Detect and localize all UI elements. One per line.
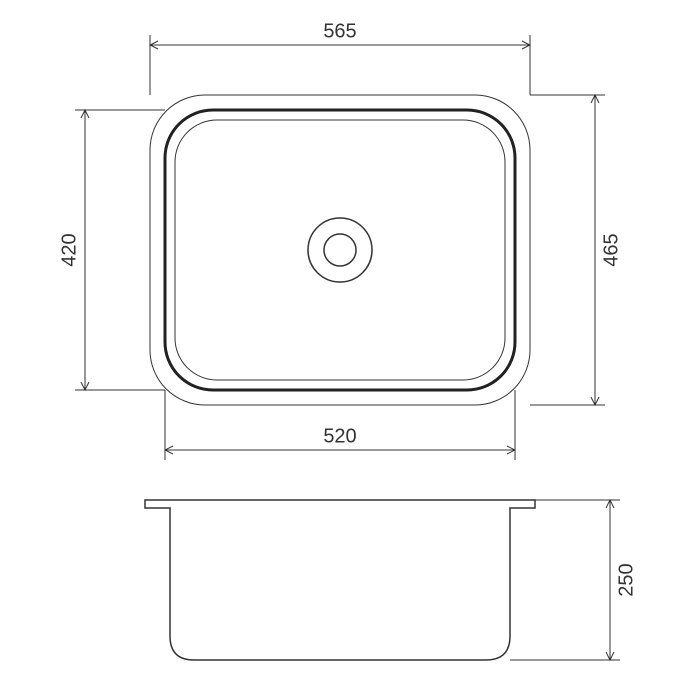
outer-rim	[150, 95, 530, 405]
bowl-outline-thick	[165, 110, 515, 390]
dim-label-depth: 250	[615, 563, 637, 596]
dim-label-inner-height: 420	[58, 233, 80, 266]
bowl-outline-inner	[175, 120, 505, 380]
dim-label-outer-height: 465	[600, 233, 622, 266]
sink-profile	[145, 500, 535, 660]
drain-inner	[324, 234, 356, 266]
technical-drawing: 565 420 465 520 250	[0, 0, 700, 700]
dim-label-inner-width: 520	[323, 425, 356, 447]
elevation-view: 250	[145, 500, 637, 660]
dim-label-top-width: 565	[323, 20, 356, 42]
plan-view: 565 420 465 520	[58, 20, 622, 460]
drain-outer	[308, 218, 372, 282]
